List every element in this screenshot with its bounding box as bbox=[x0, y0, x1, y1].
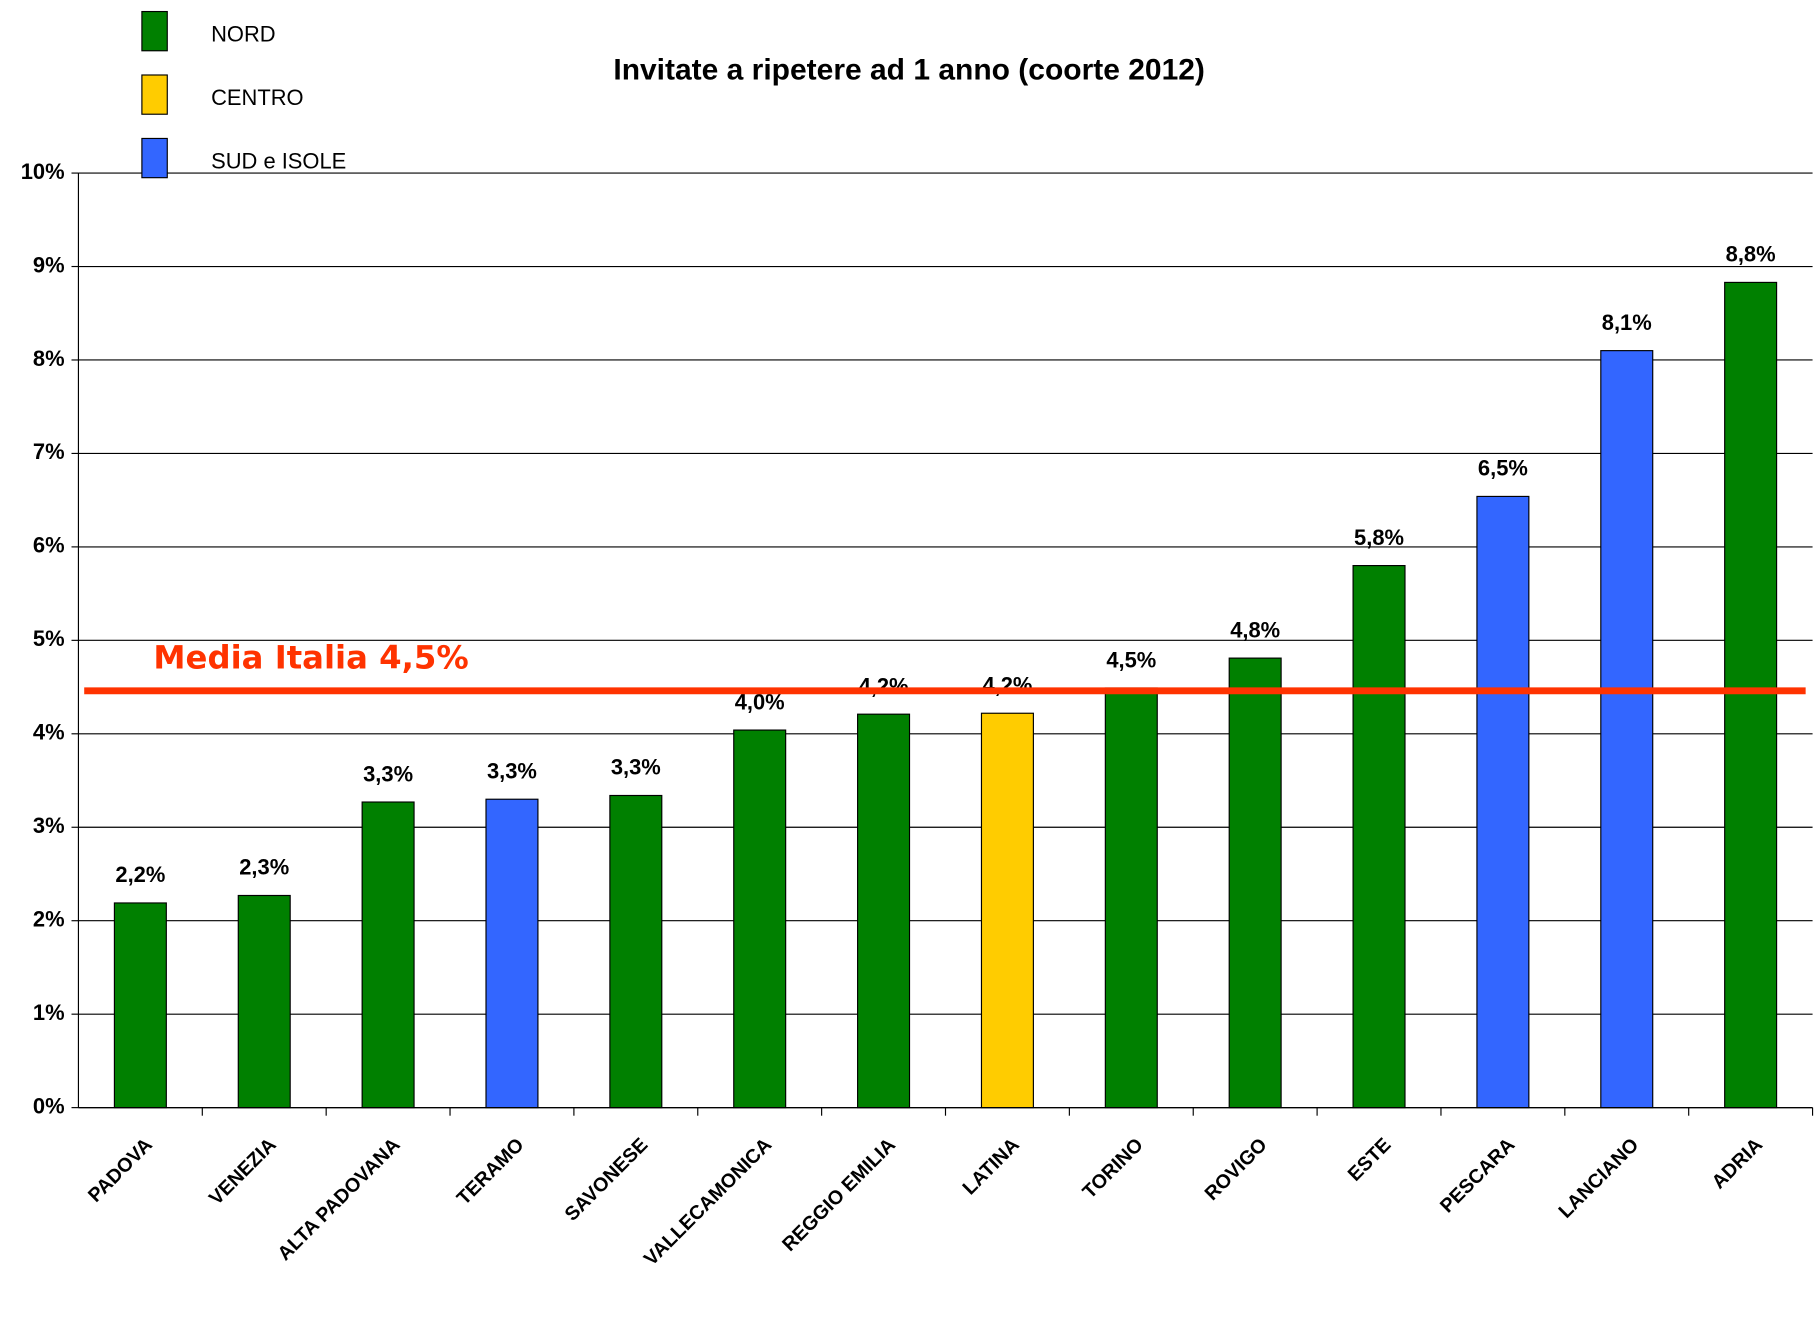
bar bbox=[237, 894, 291, 1109]
x-tick-label: VALLECAMONICA bbox=[640, 1134, 776, 1270]
value-label: 2,2% bbox=[115, 862, 165, 887]
bar bbox=[113, 902, 167, 1109]
y-tick-label: 5% bbox=[33, 626, 65, 651]
x-tick-label: ALTA PADOVANA bbox=[273, 1134, 404, 1265]
value-label: 3,3% bbox=[363, 761, 413, 786]
reference-label: Media Italia 4,5% bbox=[153, 639, 468, 677]
y-tick-label: 1% bbox=[33, 1000, 65, 1025]
bar bbox=[609, 794, 663, 1109]
x-tick-label: VENEZIA bbox=[205, 1134, 281, 1210]
legend-label: CENTRO bbox=[211, 85, 303, 110]
y-tick-label: 2% bbox=[33, 907, 65, 932]
bar bbox=[485, 798, 539, 1109]
bar bbox=[1104, 687, 1158, 1109]
x-tick-label: TORINO bbox=[1079, 1134, 1148, 1203]
legend-swatch bbox=[141, 137, 168, 179]
x-tick-label: LANCIANO bbox=[1554, 1134, 1643, 1223]
value-label: 4,2% bbox=[859, 673, 909, 698]
y-tick-label: 0% bbox=[33, 1093, 65, 1118]
y-tick-label: 7% bbox=[33, 439, 65, 464]
legend-swatch bbox=[141, 10, 168, 52]
bar bbox=[1724, 281, 1778, 1109]
x-tick-label: ROVIGO bbox=[1201, 1134, 1272, 1205]
y-tick-label: 4% bbox=[33, 720, 65, 745]
x-tick-label: REGGIO EMILIA bbox=[778, 1134, 900, 1256]
x-tick-label: TERAMO bbox=[453, 1134, 529, 1210]
x-tick-label: SAVONESE bbox=[561, 1134, 653, 1226]
bar bbox=[980, 712, 1034, 1109]
y-tick-label: 8% bbox=[33, 346, 65, 371]
y-tick-label: 9% bbox=[33, 252, 65, 277]
x-tick-label: PESCARA bbox=[1436, 1134, 1519, 1217]
value-label: 3,3% bbox=[487, 758, 537, 783]
value-label: 4,8% bbox=[1230, 617, 1280, 642]
value-label: 8,1% bbox=[1602, 310, 1652, 335]
bar bbox=[361, 801, 415, 1109]
bar bbox=[857, 713, 911, 1109]
y-tick-label: 6% bbox=[33, 533, 65, 558]
bar bbox=[1228, 657, 1282, 1109]
y-tick-label: 10% bbox=[21, 159, 65, 184]
value-label: 5,8% bbox=[1354, 525, 1404, 550]
bar bbox=[1600, 350, 1654, 1109]
x-tick-label: PADOVA bbox=[84, 1134, 157, 1207]
legend-label: SUD e ISOLE bbox=[211, 148, 346, 173]
x-tick-label: ESTE bbox=[1344, 1134, 1396, 1186]
y-tick-label: 3% bbox=[33, 813, 65, 838]
value-label: 8,8% bbox=[1726, 242, 1776, 267]
x-tick-label: ADRIA bbox=[1708, 1134, 1767, 1193]
x-tick-label: LATINA bbox=[959, 1134, 1024, 1199]
value-label: 3,3% bbox=[611, 755, 661, 780]
chart-title: Invitate a ripetere ad 1 anno (coorte 20… bbox=[613, 53, 1205, 86]
legend-swatch bbox=[141, 74, 168, 115]
bar bbox=[1476, 495, 1530, 1109]
value-label: 4,5% bbox=[1106, 647, 1156, 672]
legend-label: NORD bbox=[211, 22, 275, 47]
value-label: 2,3% bbox=[239, 855, 289, 880]
bar bbox=[733, 729, 787, 1109]
value-label: 6,5% bbox=[1478, 456, 1528, 481]
bar bbox=[1352, 565, 1406, 1109]
